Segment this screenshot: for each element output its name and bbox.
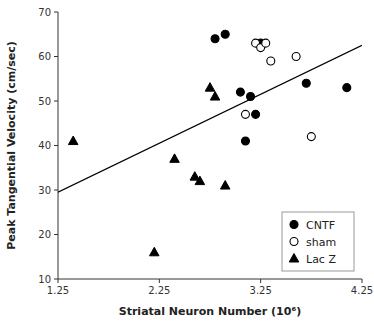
- y-tick: [54, 12, 58, 13]
- series-points: [241, 39, 315, 140]
- point: [236, 88, 244, 96]
- point: [267, 57, 275, 65]
- point: [252, 110, 260, 118]
- series-points: [211, 30, 351, 145]
- x-tick-label: 2.25: [148, 285, 170, 296]
- y-tick: [54, 145, 58, 146]
- y-tick-label: 60: [38, 51, 51, 62]
- y-tick: [54, 190, 58, 191]
- point: [343, 84, 351, 92]
- regression-line: [58, 45, 362, 192]
- x-tick: [58, 279, 59, 283]
- point: [307, 133, 315, 141]
- y-tick-label: 70: [38, 7, 51, 18]
- legend-marker: [290, 238, 298, 246]
- y-tick: [54, 101, 58, 102]
- legend-marker: [290, 221, 298, 229]
- x-axis-label: Striatal Neuron Number (10⁶): [119, 305, 302, 318]
- point: [205, 83, 215, 92]
- legend-label: sham: [306, 236, 336, 249]
- y-tick: [54, 234, 58, 235]
- y-tick: [54, 279, 58, 280]
- point: [221, 30, 229, 38]
- x-tick: [159, 279, 160, 283]
- x-axis-line: [58, 279, 362, 280]
- point: [170, 154, 180, 163]
- point: [247, 93, 255, 101]
- plot-area: [58, 30, 362, 256]
- legend-label: Lac Z: [306, 253, 336, 266]
- x-tick-label: 3.25: [250, 285, 272, 296]
- legend: CNTF sham Lac Z: [282, 212, 354, 271]
- x-tick-label: 4.25: [351, 285, 373, 296]
- series-points: [68, 83, 230, 256]
- legend-label: CNTF: [306, 219, 335, 232]
- legend-frame: [282, 212, 354, 271]
- y-tick: [54, 56, 58, 57]
- axes: 1.25 2.25 3.25 4.25 10 20 30 40 50 60 70: [38, 7, 373, 297]
- chart: 1.25 2.25 3.25 4.25 10 20 30 40 50 60 70 Striatal N…: [0, 0, 374, 325]
- point: [241, 137, 249, 145]
- point: [302, 79, 310, 87]
- point: [150, 247, 160, 256]
- y-tick-label: 20: [38, 229, 51, 240]
- legend-marker: [289, 254, 299, 263]
- y-tick-label: 10: [38, 274, 51, 285]
- y-axis-label: Peak Tangential Velocity (cm/sec): [5, 41, 18, 249]
- x-tick: [260, 279, 261, 283]
- point: [241, 110, 249, 118]
- point: [220, 181, 230, 190]
- point: [262, 39, 270, 47]
- point: [68, 136, 78, 145]
- point: [211, 35, 219, 43]
- point: [195, 176, 205, 185]
- y-tick-label: 40: [38, 140, 51, 151]
- y-tick-label: 50: [38, 96, 51, 107]
- x-tick: [362, 279, 363, 283]
- point: [210, 92, 220, 101]
- y-tick-label: 30: [38, 185, 51, 196]
- point: [292, 53, 300, 61]
- x-tick-label: 1.25: [47, 285, 69, 296]
